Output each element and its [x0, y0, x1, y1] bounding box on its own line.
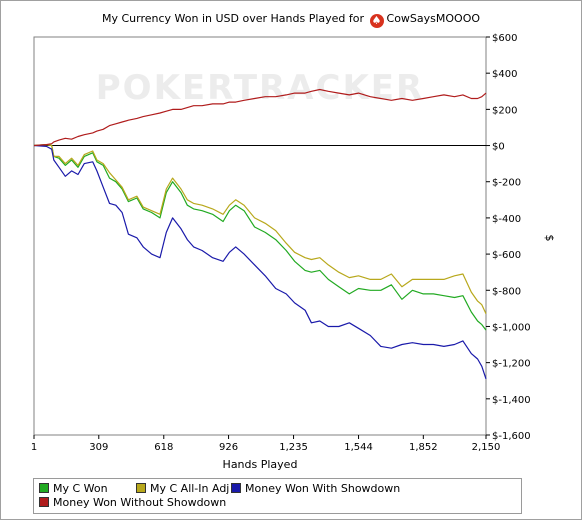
legend-item: Money Won Without Showdown: [39, 496, 226, 509]
y-tick-label: $0: [492, 142, 505, 153]
x-tick-label: 1,235: [279, 442, 308, 453]
chart-title-text: My Currency Won in USD over Hands Played…: [101, 12, 365, 25]
legend-label: My C Won: [53, 482, 108, 495]
legend-item: My C Won: [39, 482, 108, 495]
x-tick-label: 1: [31, 442, 37, 453]
y-tick-label: $-400: [492, 214, 521, 225]
series-line-3: [33, 88, 487, 147]
chart-title: My Currency Won in USD over Hands Played…: [0, 12, 582, 28]
legend-item: My C All-In Adj: [136, 482, 229, 495]
legend-swatch: [231, 483, 241, 493]
y-tick-label: $-1,200: [492, 359, 531, 370]
y-tick-label: $-1,000: [492, 322, 531, 333]
y-tick-label: $-1,600: [492, 431, 531, 442]
legend-label: Money Won With Showdown: [245, 482, 401, 495]
x-tick-label: 926: [219, 442, 238, 453]
pokerstars-spade-icon: ♠: [369, 14, 384, 28]
series-layer: [33, 88, 487, 380]
y-tick-label: $-1,400: [492, 395, 531, 406]
y-axis-title: $: [543, 235, 556, 242]
legend-label: My C All-In Adj: [150, 482, 230, 495]
series-line-1: [33, 144, 487, 315]
y-tick-label: $400: [492, 69, 517, 80]
series-line-2: [33, 144, 487, 380]
x-axis-title: Hands Played: [223, 458, 298, 471]
y-tick-label: $600: [492, 33, 517, 44]
x-tick-label: 1,852: [409, 442, 438, 453]
x-tick-label: 618: [154, 442, 173, 453]
x-tick-label: 1,544: [344, 442, 373, 453]
x-tick-label: 309: [89, 442, 108, 453]
axis-layer: $600 $400 $200 $0 $-200 $-400 $-600 $-800 $-1,00…: [31, 33, 531, 453]
x-tick-label: 2,150: [472, 442, 501, 453]
chart-title-player: CowSaysMOOOO: [386, 12, 481, 25]
y-tick-label: $200: [492, 105, 517, 116]
series-line-0: [33, 144, 487, 331]
legend-swatch: [39, 483, 49, 493]
plot-area: [33, 36, 487, 436]
y-tick-label: $-200: [492, 178, 521, 189]
watermark: POKERTRACKER: [96, 68, 424, 108]
legend-label: Money Won Without Showdown: [53, 496, 227, 509]
y-tick-label: $-600: [492, 250, 521, 261]
y-tick-label: $-800: [492, 286, 521, 297]
legend-swatch: [136, 483, 146, 493]
legend: My C Won My C All-In Adj Money Won With Sh…: [33, 478, 522, 514]
legend-item: Money Won With Showdown: [231, 482, 400, 495]
legend-swatch: [39, 497, 49, 507]
